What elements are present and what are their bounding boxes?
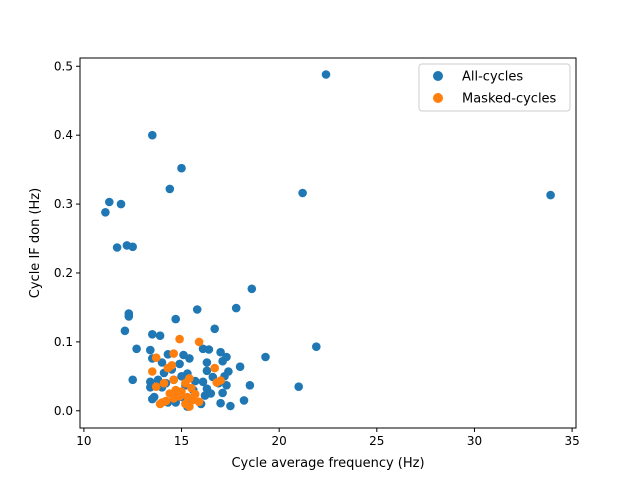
x-axis: 10 15 20 25 30 35 <box>76 428 580 448</box>
data-point <box>148 330 157 339</box>
data-point <box>148 394 157 404</box>
points-layer <box>101 70 555 411</box>
data-point <box>247 284 257 294</box>
data-point <box>185 402 194 411</box>
data-point <box>159 378 169 388</box>
data-point <box>148 367 157 376</box>
legend-marker-all-cycles <box>433 71 443 81</box>
data-point <box>202 366 212 376</box>
data-point <box>210 324 219 334</box>
data-point <box>185 354 194 363</box>
data-point <box>235 362 245 372</box>
y-tick-label: 0.4 <box>54 128 73 142</box>
y-tick-label: 0.2 <box>54 266 73 280</box>
data-point <box>194 397 204 407</box>
data-point <box>192 305 202 314</box>
data-point <box>321 70 331 79</box>
data-point <box>175 334 184 344</box>
data-point <box>204 345 214 354</box>
data-point <box>163 363 173 373</box>
data-point <box>218 388 227 398</box>
data-point <box>200 391 210 400</box>
data-point <box>226 401 235 411</box>
data-point <box>116 199 126 209</box>
data-point <box>148 130 157 140</box>
data-point <box>312 342 321 352</box>
data-point <box>210 363 219 373</box>
data-point <box>151 382 161 392</box>
legend-marker-masked-cycles <box>433 93 443 103</box>
data-point <box>546 190 555 200</box>
data-point <box>101 208 110 217</box>
y-axis-label: Cycle IF don (Hz) <box>28 188 43 298</box>
data-point <box>181 378 190 388</box>
data-point <box>155 331 165 341</box>
data-point <box>128 375 137 385</box>
data-point <box>175 359 184 369</box>
data-point <box>245 381 255 390</box>
legend-label-masked-cycles: Masked-cycles <box>462 92 557 107</box>
x-axis-label: Cycle average frequency (Hz) <box>231 456 424 471</box>
data-point <box>146 345 155 355</box>
data-point <box>218 356 227 366</box>
legend-box <box>418 63 571 112</box>
data-point <box>194 337 204 347</box>
data-point <box>216 347 225 357</box>
data-point <box>261 352 270 362</box>
data-point <box>171 314 180 324</box>
data-point <box>298 188 307 198</box>
y-tick-label: 0.5 <box>54 59 73 73</box>
data-point <box>112 243 122 252</box>
y-tick-label: 0.0 <box>54 404 73 418</box>
data-point <box>128 242 137 252</box>
data-point <box>216 398 225 408</box>
data-point <box>169 349 178 358</box>
x-tick-label: 35 <box>564 434 579 448</box>
data-point <box>155 399 165 409</box>
data-point <box>212 378 221 387</box>
data-point <box>239 396 249 405</box>
data-point <box>231 303 241 313</box>
y-tick-label: 0.3 <box>54 197 73 211</box>
data-point <box>177 163 186 173</box>
x-tick-label: 15 <box>174 434 189 448</box>
data-point <box>151 353 161 363</box>
legend: All-cycles Masked-cycles <box>418 63 571 112</box>
y-tick-label: 0.1 <box>54 335 73 349</box>
x-tick-label: 30 <box>467 434 482 448</box>
plot-frame <box>79 57 577 429</box>
x-tick-label: 25 <box>369 434 384 448</box>
data-point <box>165 184 175 194</box>
data-point <box>124 312 134 321</box>
data-point <box>294 382 304 392</box>
x-tick-label: 20 <box>272 434 287 448</box>
data-point <box>169 375 178 385</box>
data-point <box>169 394 178 403</box>
y-axis: 0.0 0.1 0.2 0.3 0.4 0.5 <box>54 59 80 418</box>
series-masked-cycles <box>148 334 225 411</box>
data-point <box>105 197 114 207</box>
data-point <box>132 344 141 354</box>
data-point <box>187 383 196 393</box>
data-point <box>202 358 212 367</box>
data-point <box>120 326 130 336</box>
data-point <box>157 358 167 367</box>
data-point <box>198 377 208 387</box>
data-point <box>222 381 231 390</box>
data-point <box>177 372 186 381</box>
x-tick-label: 10 <box>76 434 91 448</box>
legend-label-all-cycles: All-cycles <box>462 70 523 85</box>
